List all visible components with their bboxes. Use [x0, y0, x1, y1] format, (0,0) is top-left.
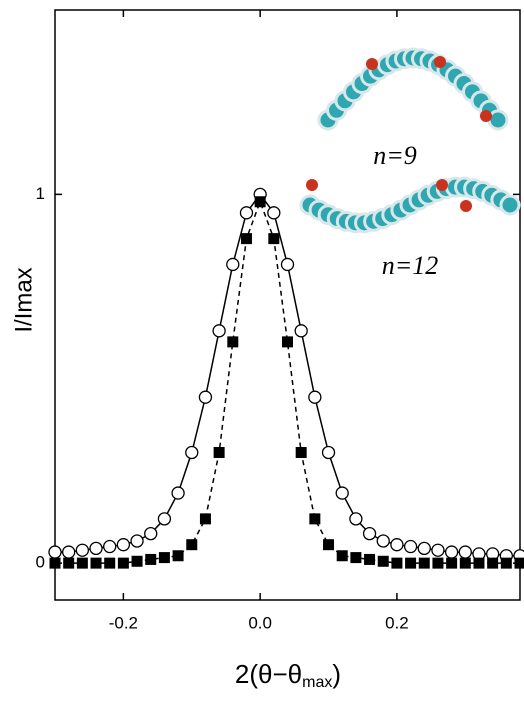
- data-point: [501, 558, 512, 569]
- data-point: [77, 558, 88, 569]
- data-point: [336, 487, 348, 499]
- data-point: [186, 539, 197, 550]
- data-point: [213, 325, 225, 337]
- data-point: [91, 558, 102, 569]
- x-label-close: ): [332, 659, 341, 689]
- annotation: n=12: [382, 251, 439, 280]
- data-point: [173, 550, 184, 561]
- data-point: [323, 447, 335, 459]
- data-point: [158, 513, 170, 525]
- chart: I/Imax 2(θ−θmax) n=9 n=12 0 1 -0.2 0.0 0.2: [0, 0, 524, 700]
- data-point: [405, 558, 416, 569]
- data-point: [282, 336, 293, 347]
- data-point: [90, 542, 102, 554]
- data-point: [214, 447, 225, 458]
- molecule-oxygen: [434, 56, 446, 68]
- molecule-oxygen: [460, 200, 472, 212]
- annotation: n=9: [373, 141, 417, 170]
- data-point: [350, 513, 362, 525]
- plot-frame: [55, 10, 520, 600]
- data-point: [515, 558, 524, 569]
- data-point: [487, 558, 498, 569]
- data-point: [295, 325, 307, 337]
- data-point: [460, 558, 471, 569]
- data-point: [364, 528, 376, 540]
- data-point: [131, 535, 143, 547]
- x-axis-label: 2(θ−θmax): [235, 659, 341, 691]
- data-point: [227, 258, 239, 270]
- data-point: [391, 539, 403, 551]
- data-point: [63, 546, 75, 558]
- data-point: [145, 554, 156, 565]
- data-point: [186, 447, 198, 459]
- data-point: [282, 258, 294, 270]
- x-label-sub: max: [302, 674, 332, 691]
- data-point: [132, 556, 143, 567]
- data-point: [268, 233, 279, 244]
- data-point: [419, 558, 430, 569]
- data-point: [323, 539, 334, 550]
- data-point: [172, 487, 184, 499]
- data-point: [459, 546, 471, 558]
- data-point: [255, 196, 266, 207]
- data-point: [145, 528, 157, 540]
- molecule-oxygen: [366, 58, 378, 70]
- data-point: [418, 542, 430, 554]
- data-point: [378, 556, 389, 567]
- data-point: [432, 558, 443, 569]
- data-point: [241, 233, 252, 244]
- data-point: [337, 550, 348, 561]
- data-point: [104, 541, 116, 553]
- data-point: [63, 558, 74, 569]
- data-point: [227, 336, 238, 347]
- molecule-atom: [489, 111, 507, 129]
- x-tick-label: -0.2: [109, 613, 138, 632]
- data-point: [268, 207, 280, 219]
- data-point: [391, 558, 402, 569]
- data-point: [309, 513, 320, 524]
- data-point: [446, 558, 457, 569]
- data-point: [200, 513, 211, 524]
- x-tick-label: 0.2: [385, 613, 409, 632]
- data-point: [199, 391, 211, 403]
- series-line: [55, 202, 520, 563]
- data-point: [240, 207, 252, 219]
- molecule-oxygen: [436, 179, 448, 191]
- data-point: [364, 554, 375, 565]
- data-point: [117, 539, 129, 551]
- molecule-atom: [501, 196, 519, 214]
- y-tick-label: 0: [36, 553, 45, 572]
- data-point: [405, 541, 417, 553]
- molecule-oxygen: [480, 110, 492, 122]
- data-point: [377, 535, 389, 547]
- data-point: [76, 544, 88, 556]
- data-point: [159, 552, 170, 563]
- data-point: [49, 546, 61, 558]
- data-point: [350, 552, 361, 563]
- data-point: [309, 391, 321, 403]
- data-point: [104, 558, 115, 569]
- data-point: [446, 546, 458, 558]
- x-tick-label: 0.0: [248, 613, 272, 632]
- data-point: [296, 447, 307, 458]
- molecule-oxygen: [306, 179, 318, 191]
- data-point: [432, 544, 444, 556]
- series-line: [55, 194, 520, 555]
- x-label-main: 2(θ−θ: [235, 659, 302, 689]
- data-point: [118, 558, 129, 569]
- y-axis-label: I/Imax: [10, 267, 37, 332]
- data-point: [473, 558, 484, 569]
- data-point: [50, 558, 61, 569]
- y-tick-label: 1: [36, 184, 45, 203]
